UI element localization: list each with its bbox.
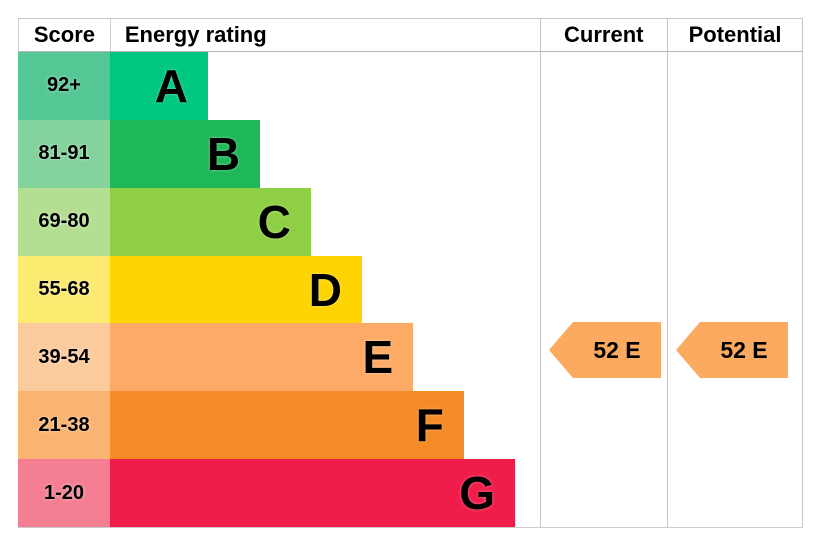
score-range-cell: 69-80 [18, 187, 110, 256]
current-column-header: Current [564, 22, 644, 47]
potential-column-header: Potential [688, 22, 782, 47]
band-letter: F [415, 399, 444, 452]
energy-rating-column-header: Energy rating [124, 22, 267, 47]
rating-bar-area: B [110, 119, 540, 188]
rating-band-row: 69-80 C [18, 187, 540, 256]
potential-rating-value: 52 E [720, 336, 768, 363]
rating-bar: A [110, 52, 209, 120]
rating-bar: B [110, 119, 261, 188]
rating-bar-area: F [110, 391, 540, 460]
score-column-header: Score [19, 19, 111, 51]
rating-bands-container: 92+ A 81-91 B 69-80 C 55-68 D 39-54 E 21-38 F 1-20 G [18, 52, 540, 528]
rating-bar-area: D [110, 255, 540, 324]
rating-bar: C [110, 187, 311, 256]
rating-bar-area: G [110, 459, 540, 528]
rating-band-row: 81-91 B [18, 119, 540, 188]
rating-band-row: 21-38 F [18, 391, 540, 460]
score-range-cell: 39-54 [18, 323, 110, 392]
band-letter: C [257, 195, 291, 248]
rating-bar-area: E [110, 323, 540, 392]
score-range-cell: 92+ [18, 52, 110, 120]
band-letter: A [154, 59, 189, 112]
current-rating-value: 52 E [593, 336, 641, 363]
rating-band-row: 92+ A [18, 52, 540, 120]
table-right-border [802, 18, 803, 527]
score-range-cell: 55-68 [18, 255, 110, 324]
current-column-divider [540, 18, 541, 527]
band-letter: G [459, 467, 496, 520]
score-range-cell: 21-38 [18, 391, 110, 460]
rating-band-row: 39-54 E [18, 323, 540, 392]
band-letter: E [362, 331, 394, 384]
rating-bar-area: A [110, 52, 540, 120]
table-bottom-border [18, 527, 803, 528]
rating-band-row: 1-20 G [18, 459, 540, 528]
chart-header-row: Score Energy rating Current Potential [18, 18, 803, 52]
score-range-cell: 81-91 [18, 119, 110, 188]
rating-bar: D [110, 255, 362, 324]
rating-bar: F [110, 391, 464, 460]
rating-bar: E [110, 323, 414, 392]
potential-rating-arrow: 52 E [676, 322, 788, 378]
rating-bar-area: C [110, 187, 540, 256]
score-range-cell: 1-20 [18, 459, 110, 528]
potential-column-divider [667, 18, 668, 527]
band-letter: D [308, 263, 342, 316]
rating-band-row: 55-68 D [18, 255, 540, 324]
current-rating-arrow: 52 E [549, 322, 661, 378]
band-letter: B [206, 127, 241, 180]
rating-bar: G [110, 459, 516, 528]
